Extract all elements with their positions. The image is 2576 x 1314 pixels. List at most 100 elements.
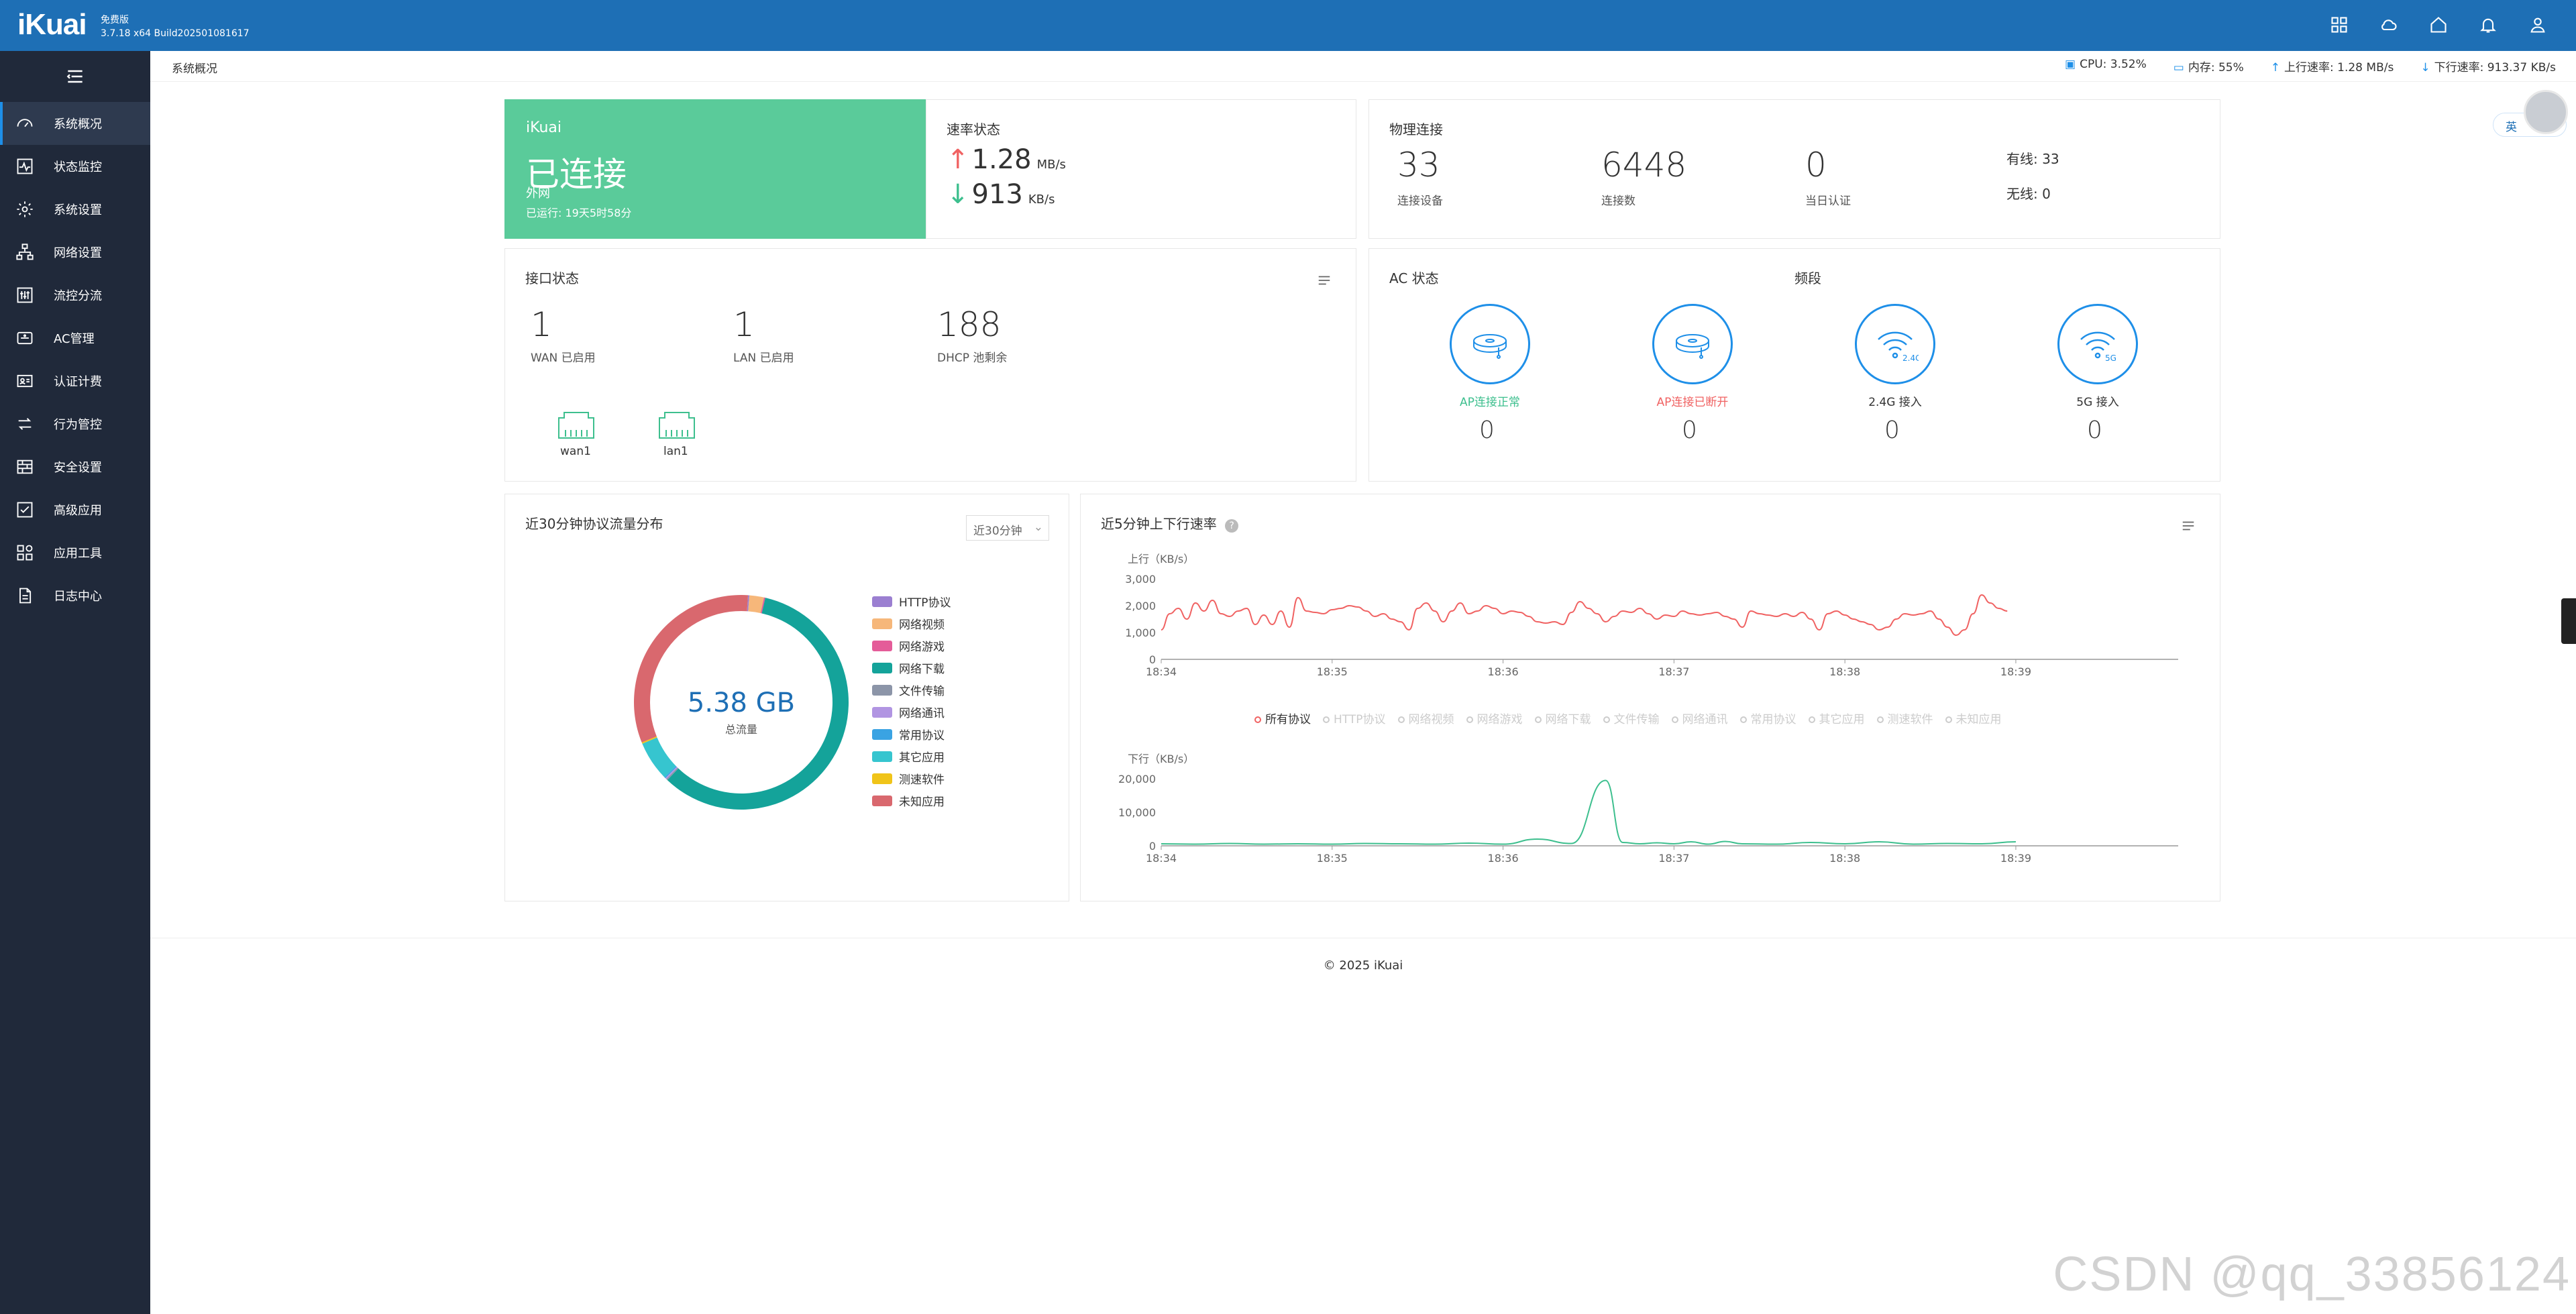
rate-legend-item[interactable]: 网络通讯 xyxy=(1671,710,1728,726)
legend-item[interactable]: 文件传输 xyxy=(872,679,951,701)
pie-slice[interactable] xyxy=(747,595,750,612)
x-tick-label: 18:37 xyxy=(1658,852,1689,865)
apps-icon[interactable] xyxy=(2328,13,2351,36)
sidebar-item-network[interactable]: 网络设置 xyxy=(0,231,150,274)
legend-label: HTTP协议 xyxy=(1334,713,1386,726)
legend-item[interactable]: 网络游戏 xyxy=(872,635,951,657)
rate-legend-item[interactable]: 网络下载 xyxy=(1534,710,1591,726)
series-line[interactable] xyxy=(1161,594,2008,637)
ap-online-count: 0 xyxy=(1479,417,1495,444)
rate-legend-item[interactable]: 所有协议 xyxy=(1254,710,1311,726)
legend-dot xyxy=(1876,716,1884,723)
ethernet-port-icon[interactable] xyxy=(657,404,697,441)
help-icon[interactable]: ? xyxy=(1225,519,1239,533)
time-range-select[interactable]: 近30分钟 ⌄ xyxy=(966,515,1049,541)
pie-slice[interactable] xyxy=(666,767,679,780)
interface-card: 接口状态 1 WAN 已启用 1 LAN 已启用 188 DHCP 池剩余 wa… xyxy=(504,248,1356,482)
pie-slice[interactable] xyxy=(667,598,849,810)
legend-item[interactable]: 测速软件 xyxy=(872,767,951,789)
ac-card: AC 状态 频段 AP连接正常 0 AP连接已断开 0 2.4G 2.4G 接入… xyxy=(1368,248,2220,482)
rate-legend-item[interactable]: 常用协议 xyxy=(1739,710,1796,726)
check-icon xyxy=(15,500,35,520)
cloud-icon[interactable] xyxy=(2377,13,2400,36)
list-menu-icon[interactable] xyxy=(2181,518,2196,536)
sidebar-item-settings[interactable]: 系统设置 xyxy=(0,188,150,231)
home-icon[interactable] xyxy=(2427,13,2450,36)
bell-icon[interactable] xyxy=(2477,13,2500,36)
menu-toggle-button[interactable] xyxy=(0,51,150,102)
legend-swatch xyxy=(872,662,892,673)
system-stats: ▣ CPU: 3.52% ▭ 内存: 55% ↑ 上行速率: 1.28 MB/s ↓ 下… xyxy=(2065,58,2556,74)
rate-legend-item[interactable]: 未知应用 xyxy=(1945,710,2002,726)
wired-count: 有线: 33 xyxy=(2006,151,2059,167)
pie-slice[interactable] xyxy=(665,767,678,779)
sidebar-item-ac[interactable]: AC管理 xyxy=(0,317,150,360)
rate-legend-item[interactable]: 其它应用 xyxy=(1808,710,1865,726)
legend-dot xyxy=(1603,716,1610,723)
avatar[interactable] xyxy=(2524,90,2568,134)
rate-legend-item[interactable]: 测速软件 xyxy=(1876,710,1933,726)
legend-item[interactable]: 未知应用 xyxy=(872,789,951,812)
pie-slice[interactable] xyxy=(760,597,765,614)
legend-item[interactable]: HTTP协议 xyxy=(872,590,951,612)
tools-icon xyxy=(15,543,35,563)
monitor-icon xyxy=(15,156,35,176)
y-axis-label: 上行（KB/s） xyxy=(1128,553,1194,565)
wifi-24g-icon: 2.4G xyxy=(1855,304,1935,384)
rate-legend-item[interactable]: 文件传输 xyxy=(1603,710,1660,726)
sliders-icon xyxy=(15,285,35,305)
sidebar-item-logs[interactable]: 日志中心 xyxy=(0,574,150,617)
legend-item[interactable]: 常用协议 xyxy=(872,723,951,745)
legend-label: 网络通讯 xyxy=(1682,713,1728,726)
sidebar-item-overview[interactable]: 系统概况 xyxy=(0,102,150,145)
list-menu-icon[interactable] xyxy=(1317,273,1332,290)
pie-slice[interactable] xyxy=(748,595,764,614)
sidebar-item-monitor[interactable]: 状态监控 xyxy=(0,145,150,188)
sidebar: 系统概况 状态监控 系统设置 网络设置 流控分流 AC管理 认证计费 行为管控 … xyxy=(0,51,150,1314)
sidebar-item-advanced[interactable]: 高级应用 xyxy=(0,488,150,531)
pie-slice[interactable] xyxy=(634,595,749,743)
id-card-icon xyxy=(15,371,35,391)
pie-slice[interactable] xyxy=(641,736,657,744)
legend-item[interactable]: 网络通讯 xyxy=(872,701,951,723)
y-tick-label: 1,000 xyxy=(1125,626,1156,639)
rate-legend-item[interactable]: 网络游戏 xyxy=(1466,710,1523,726)
legend-dot xyxy=(1808,716,1815,723)
sidebar-item-tools[interactable]: 应用工具 xyxy=(0,531,150,574)
sidebar-item-traffic[interactable]: 流控分流 xyxy=(0,274,150,317)
port-label-lan1: lan1 xyxy=(663,445,688,458)
ethernet-port-icon[interactable] xyxy=(556,404,596,441)
legend-item[interactable]: 网络视频 xyxy=(872,612,951,635)
rate-legend-item[interactable]: 网络视频 xyxy=(1397,710,1454,726)
gear-icon xyxy=(15,199,35,219)
pie-slice[interactable] xyxy=(664,765,677,779)
wan-status: 已连接 xyxy=(526,155,627,194)
legend-label: 网络下载 xyxy=(1545,713,1591,726)
rate-legend-item[interactable]: HTTP协议 xyxy=(1323,710,1386,726)
legend-label: 网络通讯 xyxy=(899,707,945,720)
legend-swatch xyxy=(872,596,892,607)
legend-dot xyxy=(1945,716,1952,723)
sidebar-item-label: 行为管控 xyxy=(54,418,102,432)
user-icon[interactable] xyxy=(2526,13,2549,36)
side-tab[interactable] xyxy=(2561,598,2576,644)
sidebar-item-label: AC管理 xyxy=(54,332,95,346)
legend-label: 其它应用 xyxy=(1819,713,1865,726)
legend-label: 测速软件 xyxy=(899,773,945,787)
pie-slice[interactable] xyxy=(642,737,676,777)
upload-line-chart: 上行（KB/s） 0 1,000 2,000 3,000 18:34 18:35 18:36 1… xyxy=(1125,553,2178,678)
legend-item[interactable]: 其它应用 xyxy=(872,745,951,767)
sidebar-item-security[interactable]: 安全设置 xyxy=(0,445,150,488)
sidebar-item-behavior[interactable]: 行为管控 xyxy=(0,402,150,445)
breadcrumb[interactable]: 系统概况 xyxy=(172,62,217,76)
series-line[interactable] xyxy=(1161,779,2016,845)
legend-item[interactable]: 网络下载 xyxy=(872,657,951,679)
legend-label: 其它应用 xyxy=(899,751,945,765)
ap-offline-label: AP连接已断开 xyxy=(1656,396,1729,409)
sidebar-item-auth[interactable]: 认证计费 xyxy=(0,360,150,402)
wan-enabled-label: WAN 已启用 xyxy=(531,351,596,365)
legend-label: 未知应用 xyxy=(899,796,945,809)
arrow-down-icon: ↓ xyxy=(2420,61,2430,74)
physical-title: 物理连接 xyxy=(1389,121,1443,138)
app-logo[interactable]: iKuai xyxy=(17,8,87,41)
